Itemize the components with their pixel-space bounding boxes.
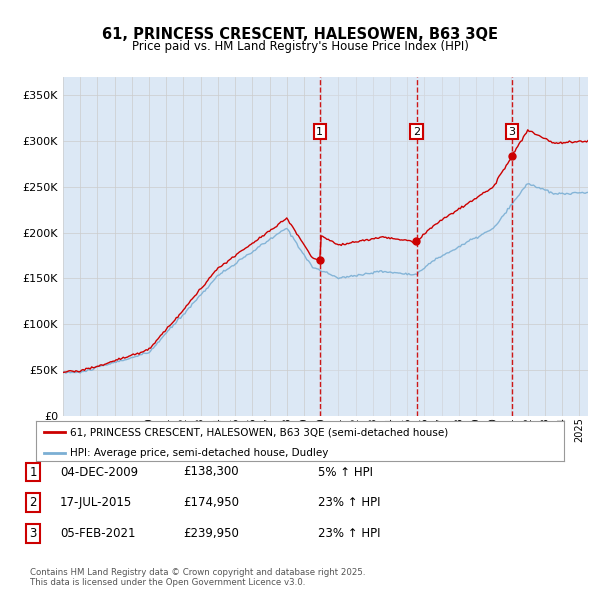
- Text: 23% ↑ HPI: 23% ↑ HPI: [318, 496, 380, 509]
- Text: 04-DEC-2009: 04-DEC-2009: [60, 466, 138, 478]
- Text: 61, PRINCESS CRESCENT, HALESOWEN, B63 3QE (semi-detached house): 61, PRINCESS CRESCENT, HALESOWEN, B63 3Q…: [70, 428, 449, 438]
- Text: 1: 1: [316, 127, 323, 137]
- Text: 61, PRINCESS CRESCENT, HALESOWEN, B63 3QE: 61, PRINCESS CRESCENT, HALESOWEN, B63 3Q…: [102, 27, 498, 42]
- Bar: [320, 77, 512, 416]
- Text: 17-JUL-2015: 17-JUL-2015: [60, 496, 132, 509]
- Text: 05-FEB-2021: 05-FEB-2021: [60, 527, 136, 540]
- Text: Price paid vs. HM Land Registry's House Price Index (HPI): Price paid vs. HM Land Registry's House …: [131, 40, 469, 53]
- Text: 2: 2: [413, 127, 420, 137]
- Text: 3: 3: [509, 127, 515, 137]
- Text: 3: 3: [29, 527, 37, 540]
- Text: £138,300: £138,300: [183, 466, 239, 478]
- Text: HPI: Average price, semi-detached house, Dudley: HPI: Average price, semi-detached house,…: [70, 448, 329, 458]
- Text: £239,950: £239,950: [183, 527, 239, 540]
- Text: £174,950: £174,950: [183, 496, 239, 509]
- Text: 23% ↑ HPI: 23% ↑ HPI: [318, 527, 380, 540]
- Text: 5% ↑ HPI: 5% ↑ HPI: [318, 466, 373, 478]
- Text: 2: 2: [29, 496, 37, 509]
- Text: 1: 1: [29, 466, 37, 478]
- Text: Contains HM Land Registry data © Crown copyright and database right 2025.
This d: Contains HM Land Registry data © Crown c…: [30, 568, 365, 587]
